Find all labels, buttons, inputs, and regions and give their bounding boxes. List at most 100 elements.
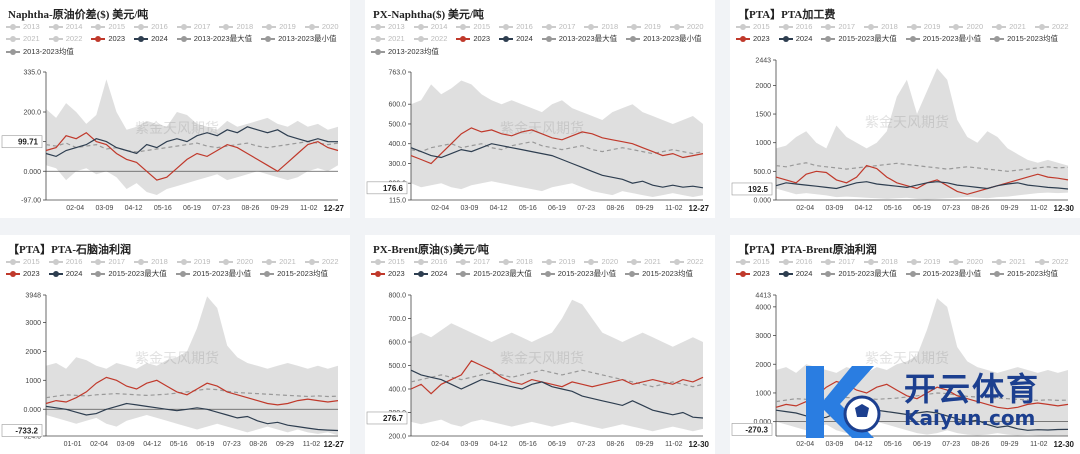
legend-item[interactable]: 2015-2023均值 bbox=[990, 33, 1058, 44]
legend-item[interactable]: 2019 bbox=[262, 22, 296, 31]
legend-item[interactable]: 2018 bbox=[864, 257, 898, 266]
legend-marker-icon bbox=[304, 258, 319, 265]
y-tick-label: 400.0 bbox=[388, 387, 406, 394]
legend-item[interactable]: 2020 bbox=[949, 257, 983, 266]
current-value-box bbox=[366, 411, 408, 425]
legend-item[interactable]: 2015 bbox=[456, 22, 490, 31]
legend-item[interactable]: 2020 bbox=[304, 22, 339, 31]
legend-item[interactable]: 2017 bbox=[176, 22, 210, 31]
legend-item[interactable]: 2021 bbox=[992, 257, 1026, 266]
legend-marker-icon bbox=[176, 35, 191, 42]
x-end-label: 12-27 bbox=[324, 204, 345, 213]
legend-item[interactable]: 2013 bbox=[371, 22, 405, 31]
legend-item[interactable]: 2024 bbox=[48, 268, 82, 279]
legend-item[interactable]: 2018 bbox=[864, 22, 898, 31]
chart-title: PX-Brent原油($)美元/吨 bbox=[373, 244, 489, 256]
legend-item[interactable]: 2017 bbox=[821, 257, 855, 266]
legend-item[interactable]: 2015 bbox=[371, 257, 405, 266]
x-tick-label: 02-04 bbox=[431, 205, 449, 212]
legend-label: 2022 bbox=[321, 257, 339, 266]
legend-item[interactable]: 2018 bbox=[219, 22, 253, 31]
legend-item[interactable]: 2015 bbox=[736, 22, 770, 31]
legend-item[interactable]: 2016 bbox=[48, 257, 82, 266]
legend-item[interactable]: 2022 bbox=[1034, 257, 1069, 266]
legend-item[interactable]: 2019 bbox=[627, 22, 661, 31]
legend-item[interactable]: 2015-2023最小值 bbox=[905, 268, 981, 279]
legend-item[interactable]: 2018 bbox=[499, 257, 533, 266]
legend-item[interactable]: 2015 bbox=[6, 257, 40, 266]
legend-item[interactable]: 2015-2023均值 bbox=[625, 268, 693, 279]
legend-item[interactable]: 2024 bbox=[413, 268, 447, 279]
legend-item[interactable]: 2013-2023均值 bbox=[371, 46, 439, 57]
legend-item[interactable]: 2020 bbox=[949, 22, 983, 31]
legend-item[interactable]: 2015-2023最小值 bbox=[175, 268, 252, 279]
legend-item[interactable]: 2019 bbox=[176, 257, 210, 266]
legend-item[interactable]: 2022 bbox=[304, 257, 339, 266]
legend-item[interactable]: 2022 bbox=[669, 257, 704, 266]
legend-item[interactable]: 2021 bbox=[371, 33, 405, 44]
legend-item[interactable]: 2013 bbox=[6, 22, 40, 31]
legend-item[interactable]: 2016 bbox=[778, 257, 812, 266]
current-value-label: -270.3 bbox=[745, 425, 768, 434]
legend-marker-icon bbox=[456, 35, 471, 42]
legend-label: 2022 bbox=[1051, 257, 1069, 266]
legend-label: 2015-2023最小值 bbox=[192, 269, 252, 278]
legend-item[interactable]: 2019 bbox=[906, 257, 940, 266]
legend-marker-icon bbox=[778, 23, 793, 30]
legend-item[interactable]: 2015-2023最大值 bbox=[91, 268, 167, 279]
legend-item[interactable]: 2023 bbox=[736, 33, 770, 44]
legend-item[interactable]: 2021 bbox=[627, 257, 661, 266]
legend-item[interactable]: 2024 bbox=[499, 33, 533, 44]
legend-item[interactable]: 2014 bbox=[48, 22, 82, 31]
legend-item[interactable]: 2013-2023均值 bbox=[6, 46, 74, 57]
legend-item[interactable]: 2019 bbox=[541, 257, 575, 266]
legend-item[interactable]: 2024 bbox=[778, 268, 812, 279]
legend-item[interactable]: 2021 bbox=[262, 257, 296, 266]
legend-item[interactable]: 2013-2023最小值 bbox=[626, 33, 702, 44]
legend-item[interactable]: 2016 bbox=[778, 22, 812, 31]
legend-item[interactable]: 2020 bbox=[219, 257, 253, 266]
legend-item[interactable]: 2022 bbox=[48, 33, 82, 44]
legend-item[interactable]: 2015-2023均值 bbox=[990, 268, 1058, 279]
legend-item[interactable]: 2015 bbox=[736, 257, 770, 266]
legend-item[interactable]: 2024 bbox=[778, 33, 812, 44]
x-tick-label: 03-09 bbox=[117, 441, 135, 448]
y-tick-label: 4413 bbox=[755, 293, 771, 300]
legend-item[interactable]: 2023 bbox=[456, 33, 490, 44]
legend-item[interactable]: 2016 bbox=[413, 257, 447, 266]
legend-item[interactable]: 2016 bbox=[499, 22, 533, 31]
legend-item[interactable]: 2023 bbox=[6, 268, 40, 279]
x-tick-label: 02-04 bbox=[66, 205, 84, 212]
legend-item[interactable]: 2014 bbox=[413, 22, 447, 31]
legend-item[interactable]: 2015 bbox=[91, 22, 125, 31]
legend-item[interactable]: 2023 bbox=[91, 33, 125, 44]
legend-item[interactable]: 2024 bbox=[134, 33, 168, 44]
legend-item[interactable]: 2017 bbox=[456, 257, 490, 266]
legend-item[interactable]: 2017 bbox=[91, 257, 125, 266]
legend-item[interactable]: 2015-2023均值 bbox=[260, 268, 328, 279]
legend-item[interactable]: 2021 bbox=[992, 22, 1026, 31]
legend-item[interactable]: 2013-2023最大值 bbox=[541, 33, 617, 44]
legend-item[interactable]: 2018 bbox=[134, 257, 168, 266]
legend-item[interactable]: 2013-2023最大值 bbox=[176, 33, 252, 44]
legend-item[interactable]: 2017 bbox=[541, 22, 575, 31]
legend-item[interactable]: 2016 bbox=[134, 22, 168, 31]
legend-item[interactable]: 2015-2023最大值 bbox=[821, 268, 897, 279]
legend-item[interactable]: 2015-2023最大值 bbox=[821, 33, 897, 44]
legend-item[interactable]: 2015-2023最小值 bbox=[540, 268, 616, 279]
legend-item[interactable]: 2023 bbox=[736, 268, 770, 279]
legend-item[interactable]: 2022 bbox=[1034, 22, 1069, 31]
legend-label: 2023 bbox=[753, 269, 770, 278]
legend-item[interactable]: 2020 bbox=[669, 22, 704, 31]
legend-item[interactable]: 2022 bbox=[413, 33, 447, 44]
legend-item[interactable]: 2018 bbox=[584, 22, 618, 31]
legend-item[interactable]: 2021 bbox=[6, 33, 40, 44]
legend-item[interactable]: 2015-2023最小值 bbox=[905, 33, 981, 44]
legend-item[interactable]: 2020 bbox=[584, 257, 618, 266]
legend-item[interactable]: 2023 bbox=[371, 268, 405, 279]
legend-item[interactable]: 2019 bbox=[906, 22, 940, 31]
legend-item[interactable]: 2013-2023最小值 bbox=[261, 33, 337, 44]
legend-item[interactable]: 2015-2023最大值 bbox=[456, 268, 532, 279]
legend-label: 2018 bbox=[236, 22, 254, 31]
legend-item[interactable]: 2017 bbox=[821, 22, 855, 31]
